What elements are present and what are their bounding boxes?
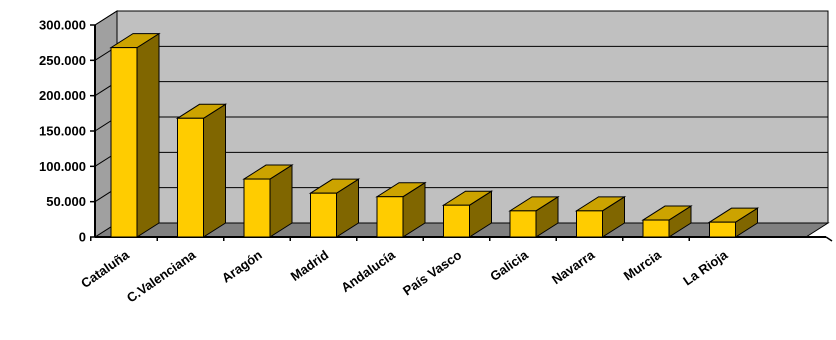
bar-front <box>642 219 670 238</box>
bars <box>109 32 760 238</box>
bar <box>242 164 294 238</box>
bar-front <box>310 192 337 238</box>
bar-front <box>576 210 603 238</box>
y-tick-label: 300.000 <box>39 18 86 33</box>
x-tick-label: Aragón <box>219 247 265 285</box>
bar-front <box>110 47 138 238</box>
bar <box>109 32 161 238</box>
x-tick-label: Andalucía <box>338 247 398 295</box>
x-tick-label: Cataluña <box>78 247 132 291</box>
y-tick-label: 0 <box>79 230 86 245</box>
y-tick-label: 150.000 <box>39 124 86 139</box>
bar-front <box>177 117 204 238</box>
x-tick-label: C.Valenciana <box>124 247 199 306</box>
bar-front <box>443 204 470 238</box>
bar <box>574 195 627 238</box>
bar-front <box>376 196 404 238</box>
bar-side <box>203 103 226 238</box>
x-axis-end <box>825 236 833 242</box>
x-tick-label: País Vasco <box>400 247 464 298</box>
bar-side <box>136 32 160 238</box>
bar-front <box>509 210 537 238</box>
y-tick-label: 200.000 <box>39 88 86 103</box>
x-tick-label: Navarra <box>549 247 598 288</box>
x-tick-label: Murcia <box>621 247 665 284</box>
bar <box>375 181 427 238</box>
y-tick-labels: 0 50.000 100.000 150.000 200.000 250.000 300.0… <box>39 18 86 245</box>
bar <box>308 178 361 238</box>
y-tick-label: 250.000 <box>39 53 86 68</box>
bar <box>508 195 560 238</box>
x-tick-label: Galicia <box>487 247 531 284</box>
bar <box>441 190 494 238</box>
y-tick-label: 100.000 <box>39 159 86 174</box>
x-tick-label: Madrid <box>288 247 332 284</box>
bar <box>175 103 228 238</box>
y-tick-label: 50.000 <box>46 194 86 209</box>
x-tick-label: La Rioja <box>680 247 731 289</box>
gridline <box>94 10 828 26</box>
bar <box>641 205 693 238</box>
bar-front <box>709 221 736 238</box>
bar <box>707 207 760 238</box>
bar-front <box>243 178 271 238</box>
